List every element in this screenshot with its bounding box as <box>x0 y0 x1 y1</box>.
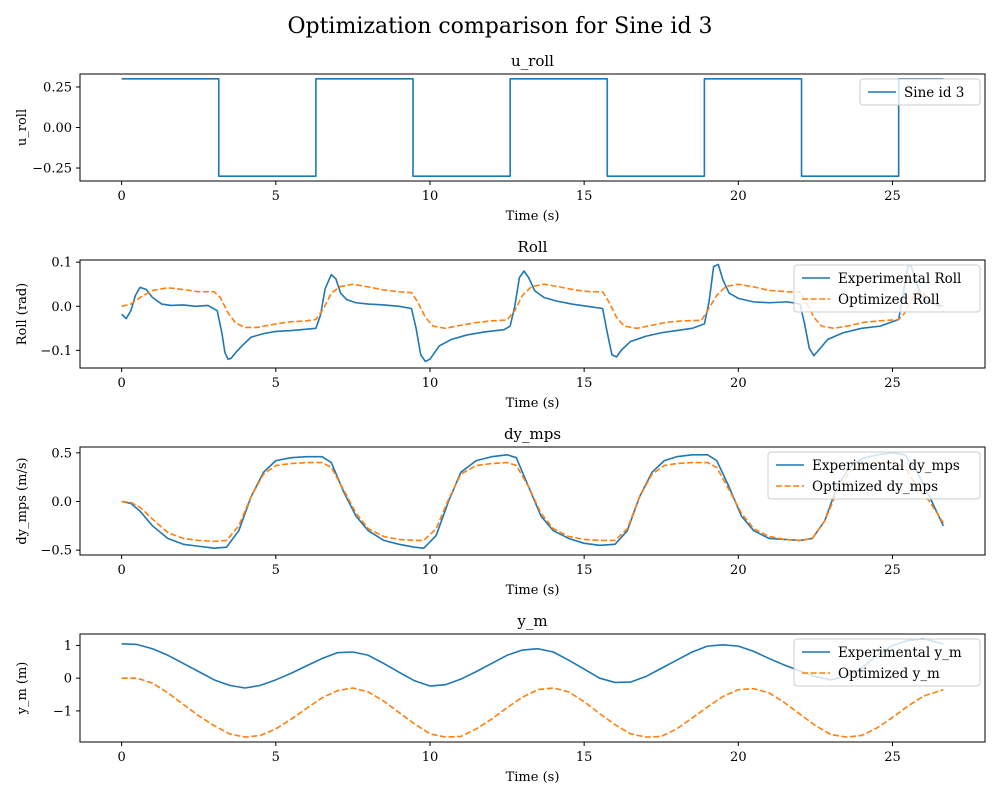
axes-frame <box>79 633 986 743</box>
legend-label: Experimental y_m <box>838 645 962 661</box>
y-tick-label: 0.0 <box>51 495 72 510</box>
x-tick-label: 5 <box>272 563 280 578</box>
series-line-optimized <box>121 461 945 543</box>
y-tick-label: 0.25 <box>43 80 72 95</box>
y-tick-label: 0 <box>64 672 72 687</box>
y-axis-label: y_m (m) <box>15 662 30 716</box>
subplot-title: y_m <box>516 612 547 630</box>
x-tick-label: 25 <box>884 189 901 204</box>
x-tick-label: 5 <box>272 750 280 765</box>
series-line-experimental <box>121 263 944 363</box>
x-tick-label: 25 <box>884 750 901 765</box>
legend-label: Sine id 3 <box>904 85 964 101</box>
figure-suptitle: Optimization comparison for Sine id 3 <box>287 14 712 39</box>
subplot-4: y_m 0 5 10 15 20 25 −1 0 1 Time (s) y_m (m) Experime… <box>15 612 986 785</box>
x-tick-label: 20 <box>730 750 747 765</box>
series-line-experimental <box>121 78 944 177</box>
legend-box <box>767 451 981 500</box>
legend: Experimental dy_mps Optimized dy_mps <box>767 451 981 500</box>
y-tick-label: −0.1 <box>40 344 72 359</box>
legend-label: Optimized y_m <box>838 666 940 682</box>
x-tick-label: 25 <box>884 376 901 391</box>
legend-label: Experimental dy_mps <box>812 458 960 474</box>
subplot-1: u_roll 0 5 10 15 20 25 −0.25 0.00 0.25 Time (s) u_r… <box>15 52 986 224</box>
x-tick-label: 0 <box>117 750 125 765</box>
legend-label: Optimized dy_mps <box>812 479 938 495</box>
y-axis-label: u_roll <box>15 109 30 146</box>
y-tick-label: −0.5 <box>40 544 72 559</box>
x-tick-label: 15 <box>576 189 593 204</box>
legend: Experimental y_m Optimized y_m <box>793 638 981 687</box>
x-tick-label: 10 <box>422 563 439 578</box>
legend-label: Experimental Roll <box>838 271 961 287</box>
legend-label: Optimized Roll <box>838 292 940 308</box>
y-axis-label: Roll (rad) <box>15 283 30 346</box>
legend-box <box>859 78 981 106</box>
x-tick-label: 0 <box>117 563 125 578</box>
subplot-title: Roll <box>518 238 548 256</box>
legend: Experimental Roll Optimized Roll <box>793 264 981 313</box>
x-tick-label: 10 <box>422 376 439 391</box>
subplot-title: u_roll <box>511 52 554 70</box>
x-tick-label: 0 <box>117 189 125 204</box>
y-tick-label: 1 <box>64 639 72 654</box>
y-tick-label: −0.25 <box>32 162 72 177</box>
x-tick-label: 20 <box>730 376 747 391</box>
x-tick-label: 15 <box>576 750 593 765</box>
x-axis-label: Time (s) <box>506 583 560 598</box>
x-axis-label: Time (s) <box>506 396 560 411</box>
x-tick-label: 5 <box>272 376 280 391</box>
y-tick-label: −1 <box>53 704 72 719</box>
x-tick-label: 15 <box>576 563 593 578</box>
x-axis-label: Time (s) <box>506 770 560 785</box>
y-tick-label: 0.1 <box>51 256 72 271</box>
y-axis-label: dy_mps (m/s) <box>15 457 30 544</box>
x-tick-label: 10 <box>422 189 439 204</box>
y-tick-label: 0.5 <box>51 446 72 461</box>
x-tick-label: 15 <box>576 376 593 391</box>
subplot-3: dy_mps 0 5 10 15 20 25 −0.5 0.0 0.5 Time (s) dy_mps… <box>15 425 986 598</box>
y-tick-label: 0.0 <box>51 300 72 315</box>
x-tick-label: 25 <box>884 563 901 578</box>
legend-box <box>793 638 981 687</box>
subplot-title: dy_mps <box>504 425 561 443</box>
x-tick-label: 20 <box>730 563 747 578</box>
x-tick-label: 10 <box>422 750 439 765</box>
x-tick-label: 5 <box>272 189 280 204</box>
x-axis-label: Time (s) <box>506 209 560 224</box>
x-tick-label: 20 <box>730 189 747 204</box>
subplot-2: Roll 0 5 10 15 20 25 −0.1 0.0 0.1 Time (s) Roll (ra… <box>15 238 986 411</box>
legend-box <box>793 264 981 313</box>
series-line-optimized <box>121 283 944 330</box>
x-tick-label: 0 <box>117 376 125 391</box>
y-tick-label: 0.00 <box>43 121 72 136</box>
axes-frame <box>79 259 986 369</box>
legend: Sine id 3 <box>859 78 981 106</box>
